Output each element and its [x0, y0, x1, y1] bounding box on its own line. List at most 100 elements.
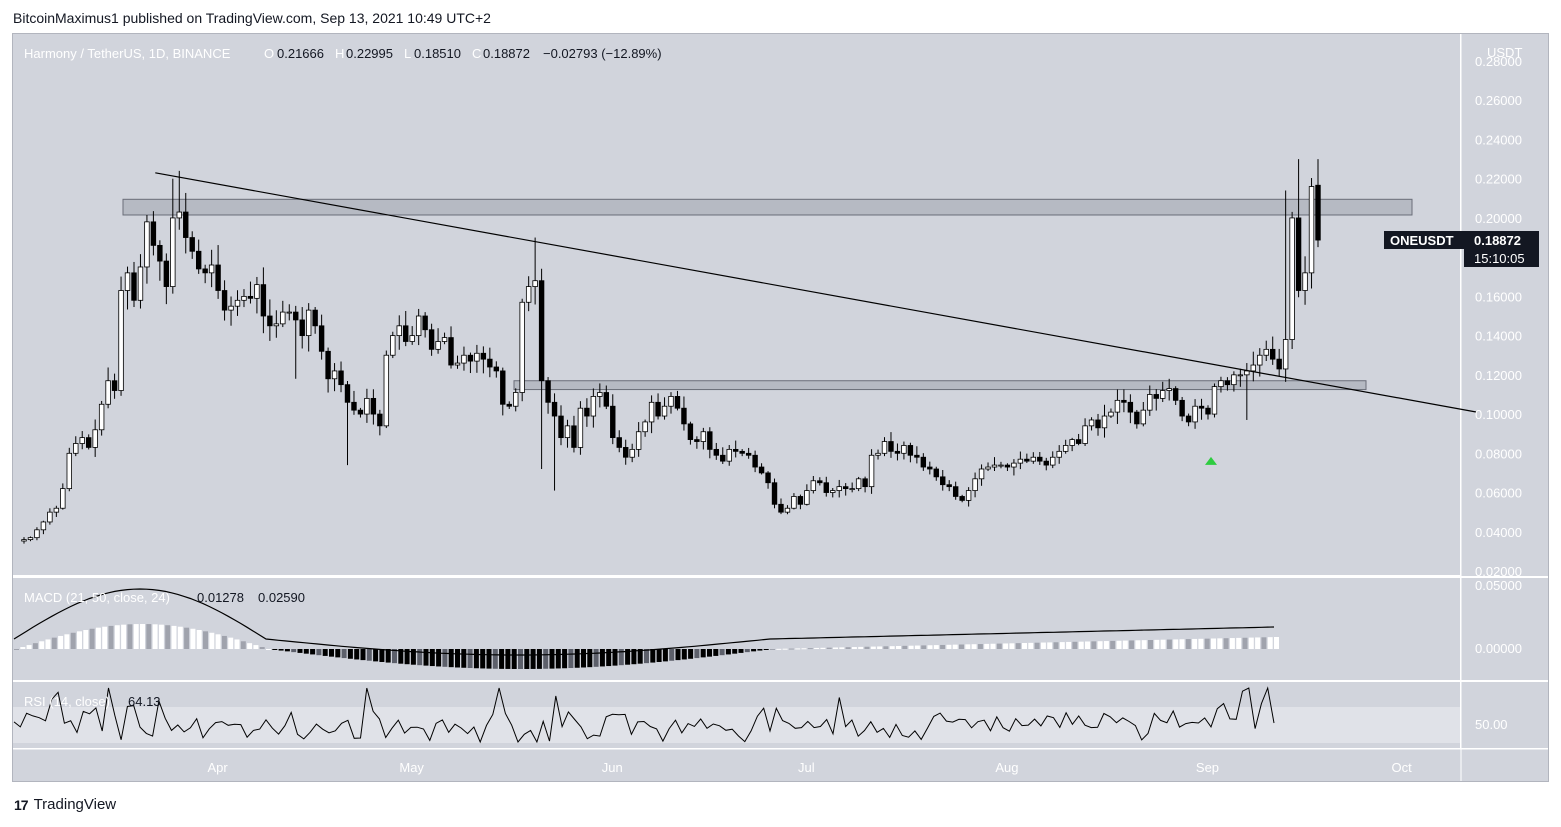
- macd-histogram-bar: [669, 649, 675, 661]
- candle: [1250, 364, 1256, 372]
- candle: [1179, 399, 1185, 417]
- candle: [1211, 386, 1218, 415]
- candle: [260, 284, 267, 317]
- macd-histogram-bar: [347, 649, 353, 659]
- candle: [331, 370, 338, 380]
- price-tag-countdown: 15:10:05: [1474, 251, 1525, 266]
- candle: [733, 448, 739, 452]
- time-axis-area[interactable]: [13, 749, 1548, 781]
- macd-histogram-bar: [971, 644, 977, 649]
- resistance-zones[interactable]: [122, 198, 1413, 391]
- macd-histogram-bar: [1110, 640, 1116, 649]
- price-axis-tick: 0.02000: [1475, 564, 1522, 579]
- candle: [623, 447, 629, 458]
- candle: [247, 295, 254, 299]
- candle: [124, 272, 131, 291]
- candle: [305, 309, 312, 337]
- macd-histogram-bar: [1072, 641, 1078, 649]
- candle: [34, 529, 40, 539]
- macd-histogram-bar: [1141, 640, 1147, 649]
- macd-histogram-bar: [700, 649, 706, 658]
- candle: [254, 284, 260, 299]
- candle: [118, 290, 124, 391]
- macd-histogram-bar: [171, 625, 177, 649]
- macd-histogram-bar: [858, 646, 864, 649]
- time-axis-label: Jul: [798, 760, 815, 775]
- price-axis-tick: 0.24000: [1475, 132, 1522, 147]
- macd-axis-tick: 0.00000: [1475, 641, 1522, 656]
- macd-histogram-bar: [442, 649, 448, 667]
- macd-histogram-bar: [820, 647, 826, 649]
- macd-histogram-bar: [499, 649, 505, 669]
- candle: [105, 380, 111, 405]
- candle: [1011, 462, 1017, 468]
- candle: [726, 448, 732, 462]
- candle: [745, 452, 752, 456]
- macd-histogram-bar: [845, 647, 851, 649]
- candle: [1075, 439, 1082, 444]
- macd-histogram-bar: [480, 649, 486, 669]
- candle: [720, 454, 726, 462]
- candle: [952, 486, 959, 497]
- candle: [1082, 425, 1088, 444]
- candle: [784, 507, 791, 513]
- candle: [241, 295, 247, 301]
- macd-histogram-bar: [284, 649, 290, 652]
- macd-histogram-bar: [89, 628, 95, 649]
- candles: [21, 159, 1321, 544]
- candle: [1037, 456, 1043, 462]
- candle: [797, 496, 804, 505]
- footer-brand-label: TradingView: [33, 796, 117, 813]
- candle: [778, 503, 784, 513]
- candle: [1069, 439, 1075, 446]
- candle: [415, 315, 422, 337]
- macd-histogram-bar: [1009, 643, 1015, 649]
- macd-histogram-bar: [360, 649, 366, 661]
- candle: [403, 325, 409, 342]
- candle: [176, 211, 182, 219]
- macd-histogram-bar: [1160, 639, 1166, 649]
- candle: [914, 454, 920, 458]
- macd-histogram-bar: [1015, 643, 1021, 649]
- candle: [1030, 456, 1037, 462]
- trendline[interactable]: [155, 172, 1477, 413]
- macd-histogram-bar: [675, 649, 681, 661]
- ohlc-low: 0.18510: [414, 46, 461, 61]
- macd-histogram-bar: [1103, 641, 1109, 649]
- macd-histogram-bar: [1078, 641, 1084, 649]
- candle: [27, 537, 34, 541]
- macd-histogram-bar: [385, 649, 391, 663]
- macd-histogram-bar: [562, 649, 568, 669]
- macd-histogram-bar: [662, 649, 668, 662]
- macd-histogram-bar: [1028, 642, 1034, 649]
- macd-histogram-bar: [725, 649, 731, 655]
- footer-brand[interactable]: 17 TradingView: [14, 796, 116, 813]
- macd-histogram-bar: [574, 649, 580, 668]
- candle: [584, 407, 590, 417]
- candle: [1198, 405, 1205, 409]
- macd-histogram-bar: [833, 647, 838, 649]
- macd-histogram-bar: [732, 649, 738, 654]
- candle: [506, 403, 512, 407]
- candle: [150, 221, 157, 246]
- macd-histogram-bar: [133, 624, 139, 649]
- candle: [648, 401, 655, 423]
- candle: [817, 480, 823, 484]
- macd-label: MACD (21, 50, close, 24): [24, 590, 170, 605]
- candle: [86, 437, 92, 448]
- rsi-axis-tick: 50.00: [1475, 717, 1508, 732]
- candle: [1017, 458, 1024, 464]
- candle: [551, 401, 558, 417]
- macd-histogram-bar: [788, 648, 794, 650]
- macd-histogram-bar: [870, 646, 876, 649]
- price-axis-area[interactable]: [1461, 34, 1548, 748]
- up-arrow-marker: [1205, 456, 1217, 465]
- macd-histogram-bar: [102, 626, 108, 649]
- resistance-zone: [122, 198, 1413, 216]
- candle: [474, 352, 480, 362]
- macd-histogram-bar: [1091, 641, 1097, 649]
- macd-histogram-bar: [404, 649, 410, 665]
- macd-histogram-bar: [795, 648, 801, 650]
- candle: [1062, 445, 1069, 452]
